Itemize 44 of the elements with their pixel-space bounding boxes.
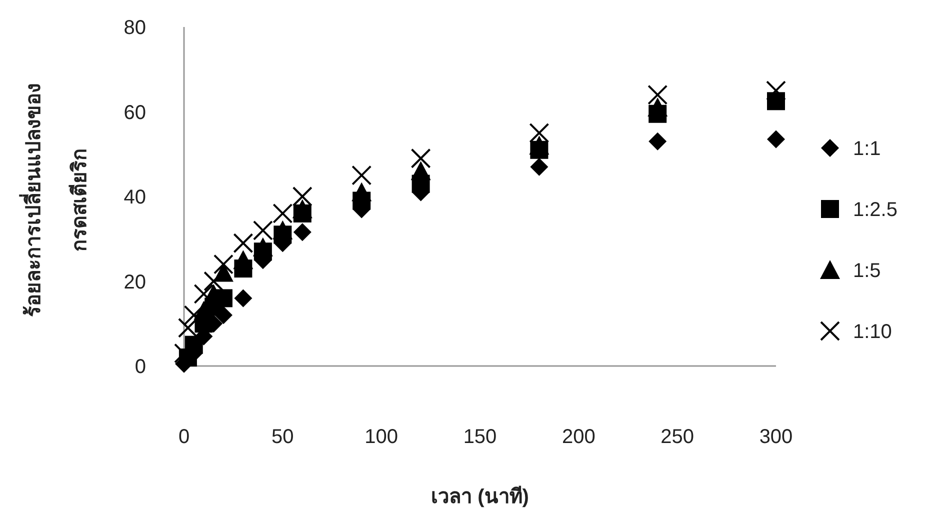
x-tick-label: 100 — [364, 426, 398, 448]
legend-label: 1:2.5 — [853, 199, 898, 221]
point — [233, 233, 254, 254]
y-tick-label: 40 — [124, 186, 146, 208]
point — [292, 186, 312, 206]
point — [293, 223, 312, 242]
x-tick-label: 0 — [178, 426, 190, 448]
point — [292, 199, 312, 218]
point — [178, 318, 198, 338]
point — [352, 165, 372, 186]
y-tick-label: 60 — [124, 102, 146, 124]
point — [272, 220, 293, 240]
x-tick-label: 250 — [660, 426, 694, 448]
point — [410, 148, 431, 168]
legend-label: 1:5 — [853, 260, 881, 282]
y-tick-label: 80 — [124, 17, 146, 39]
x-tick-label: 200 — [562, 426, 596, 448]
point — [648, 84, 668, 105]
point — [234, 289, 252, 308]
legend-label: 1:10 — [853, 321, 892, 343]
point — [184, 336, 203, 354]
point — [766, 80, 786, 101]
point — [767, 130, 785, 148]
point — [213, 254, 234, 274]
point — [233, 250, 254, 270]
x-tick-label: 50 — [272, 426, 294, 448]
y-tick-label: 20 — [124, 271, 146, 294]
point — [530, 158, 548, 176]
point — [252, 237, 273, 256]
x-tick-label: 150 — [463, 426, 497, 448]
point — [648, 132, 667, 150]
point — [252, 220, 273, 240]
point — [648, 98, 668, 117]
point — [272, 203, 293, 224]
y-tick-label: 0 — [134, 356, 146, 378]
legend-label: 1:1 — [853, 138, 881, 160]
point — [410, 161, 431, 180]
point — [529, 122, 550, 143]
point — [352, 182, 372, 202]
point — [194, 284, 214, 304]
x-tick-label: 300 — [759, 426, 793, 448]
point — [529, 136, 550, 155]
point — [204, 271, 224, 292]
x-axis-title: เวลา (นาที) — [431, 485, 529, 508]
